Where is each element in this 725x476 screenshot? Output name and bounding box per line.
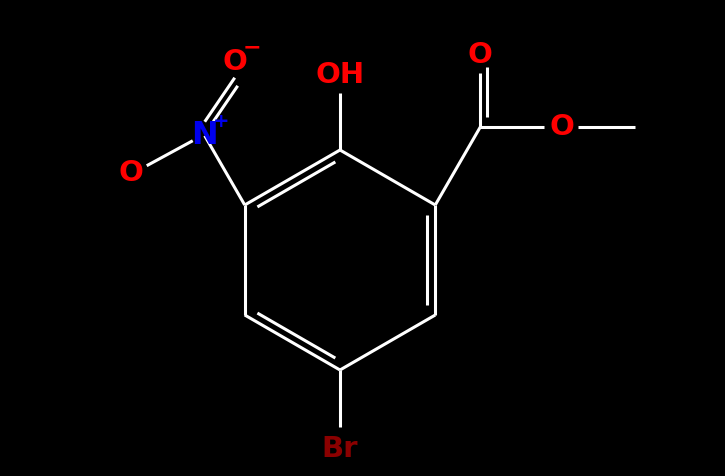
- Text: +: +: [212, 112, 229, 131]
- Text: O: O: [468, 41, 493, 69]
- Text: Br: Br: [322, 435, 358, 463]
- Text: −: −: [242, 38, 261, 58]
- Text: O: O: [223, 48, 247, 76]
- Text: O: O: [550, 113, 575, 141]
- Text: O: O: [118, 159, 143, 187]
- Text: N: N: [191, 120, 218, 151]
- Text: OH: OH: [315, 61, 365, 89]
